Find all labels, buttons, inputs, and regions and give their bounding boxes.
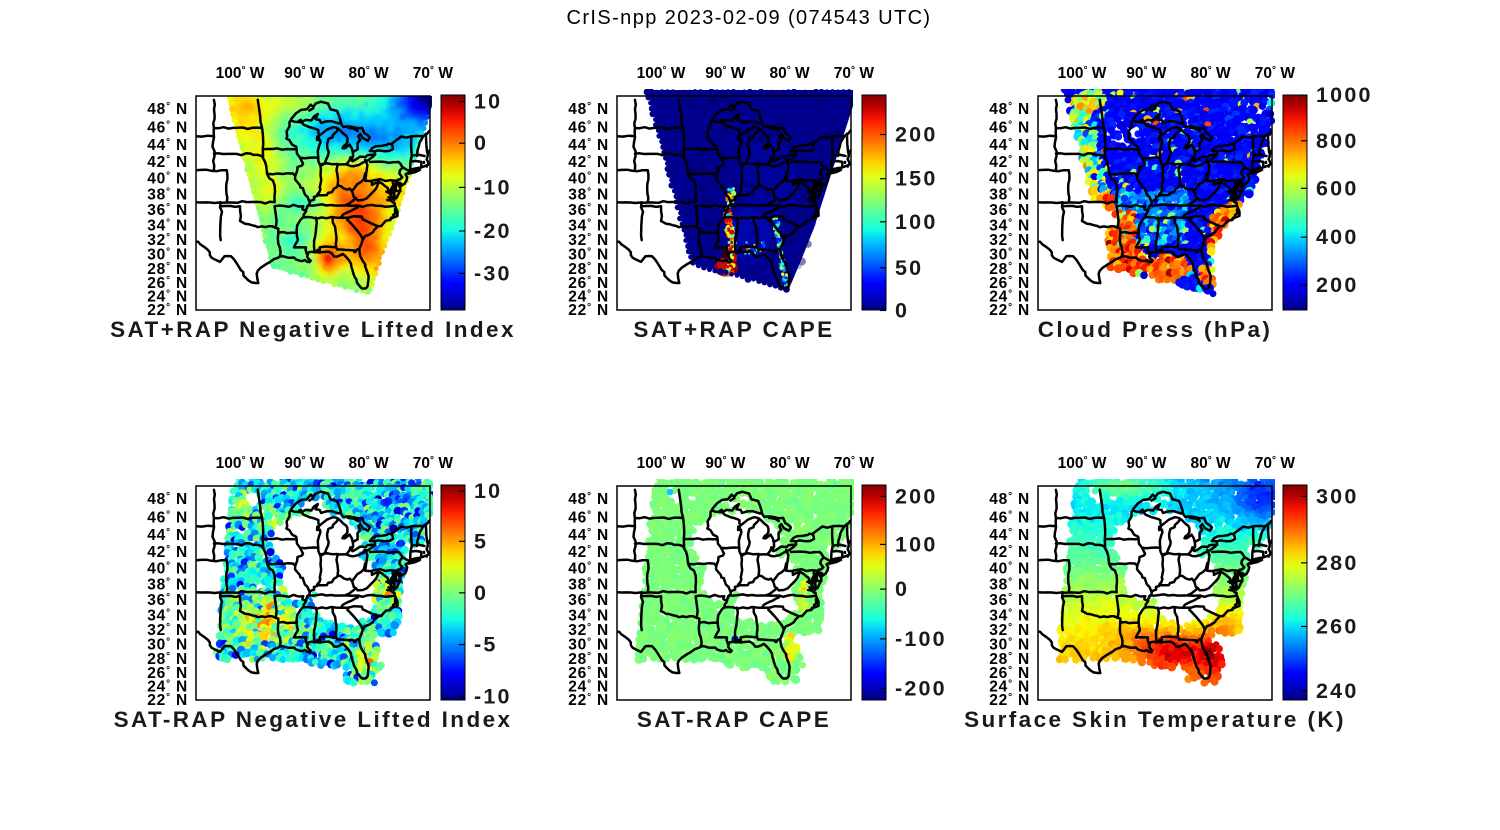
svg-text:SAT+RAP CAPE: SAT+RAP CAPE	[633, 317, 834, 342]
svg-text:-5: -5	[474, 633, 498, 657]
svg-text:200: 200	[1316, 273, 1358, 297]
svg-text:0: 0	[895, 299, 909, 323]
svg-text:-20: -20	[474, 219, 512, 243]
svg-text:0: 0	[474, 131, 488, 155]
svg-text:50: 50	[895, 256, 923, 280]
svg-text:200: 200	[895, 123, 937, 147]
svg-text:-30: -30	[474, 261, 512, 285]
svg-text:1000: 1000	[1316, 83, 1373, 107]
svg-text:0: 0	[474, 581, 488, 605]
svg-text:150: 150	[895, 167, 937, 191]
svg-text:SAT-RAP Negative Lifted Index: SAT-RAP Negative Lifted Index	[114, 707, 513, 732]
svg-text:400: 400	[1316, 225, 1358, 249]
svg-text:SAT+RAP Negative Lifted Index: SAT+RAP Negative Lifted Index	[110, 317, 516, 342]
svg-text:600: 600	[1316, 176, 1358, 200]
svg-text:CrIS-npp 2023-02-09 (074543 UT: CrIS-npp 2023-02-09 (074543 UTC)	[567, 7, 932, 29]
svg-text:10: 10	[474, 90, 502, 114]
svg-text:-10: -10	[474, 685, 512, 709]
svg-text:100: 100	[895, 210, 937, 234]
svg-text:10: 10	[474, 479, 502, 503]
svg-text:800: 800	[1316, 129, 1358, 153]
svg-text:-10: -10	[474, 175, 512, 199]
svg-text:Cloud Press (hPa): Cloud Press (hPa)	[1038, 317, 1273, 342]
svg-text:5: 5	[474, 529, 488, 553]
